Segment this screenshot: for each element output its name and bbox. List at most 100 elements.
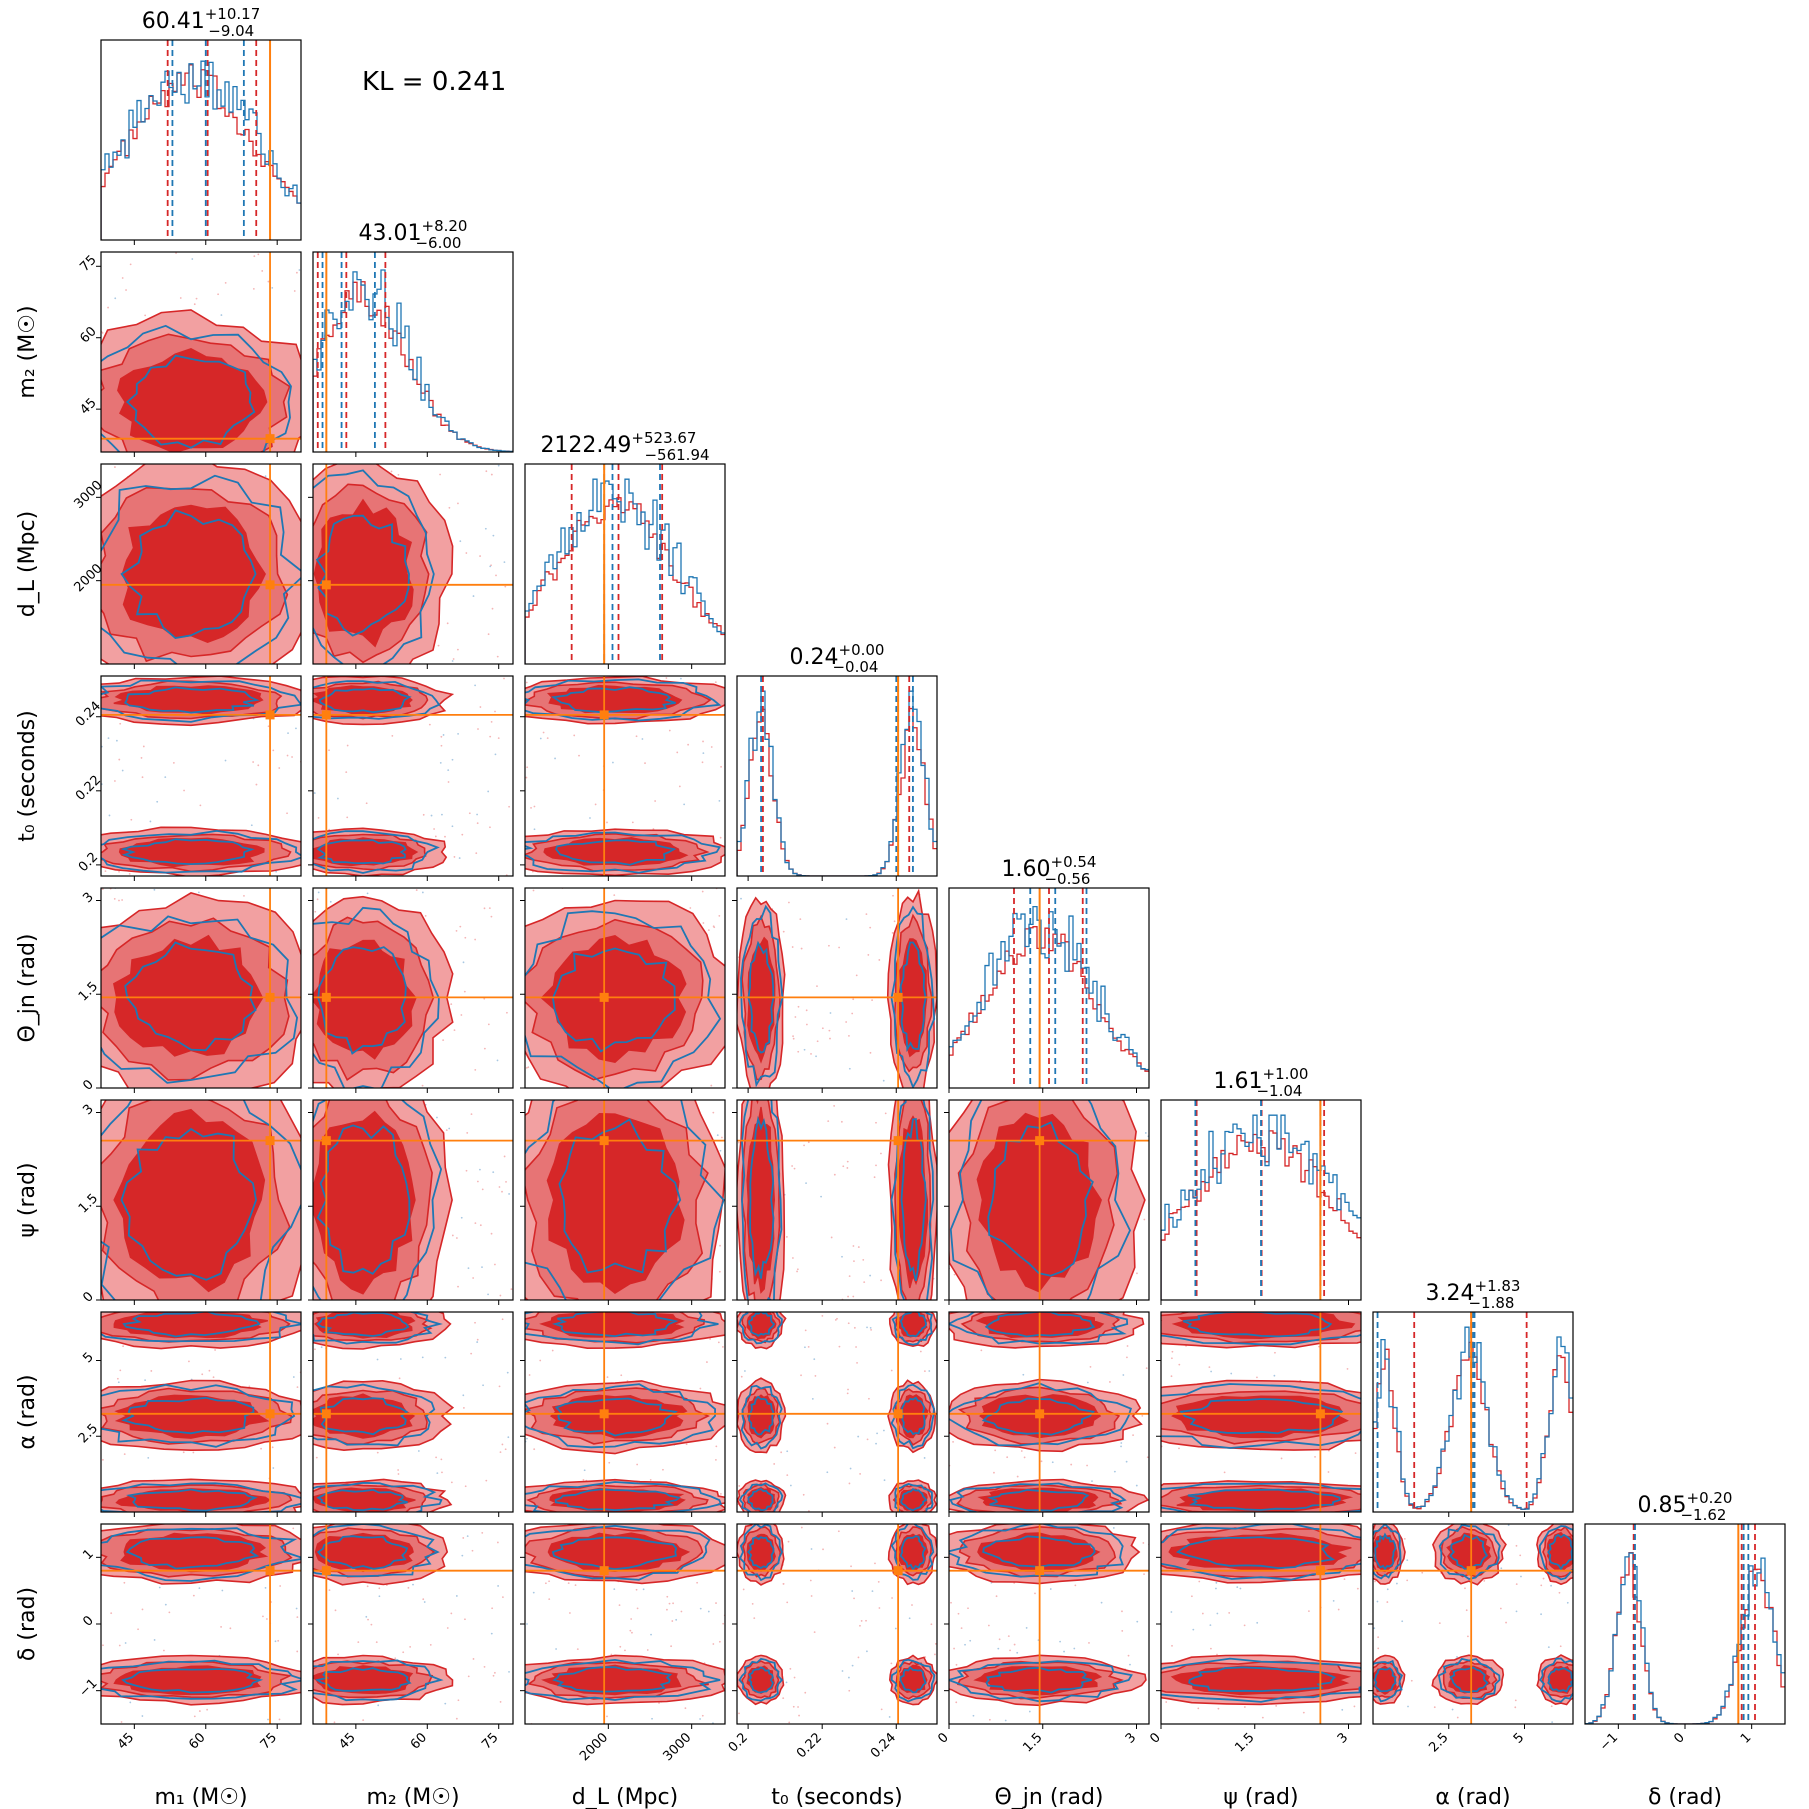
truth-marker-delta-thetajn [1035,1566,1045,1576]
y-tick-label-alpha: 2.5 [76,1421,101,1446]
truth-marker-psi-thetajn [1035,1136,1045,1146]
y-axis-label-delta: δ (rad) [15,1587,40,1661]
x-tick-label-alpha: 5 [1511,1730,1527,1746]
y-axis-label-t0: t₀ (seconds) [15,710,40,842]
x-axis-label-m1: m₁ (M☉) [154,1785,247,1809]
panel-frame [312,1099,514,1301]
x-tick-label-m1: 45 [115,1730,137,1752]
y-tick-label-t0: 0.24 [73,699,104,730]
panel-frame [312,1311,514,1513]
histogram-red-t0 [737,707,937,876]
x-tick-label-t0: 0.24 [868,1730,899,1761]
truth-marker-alpha-m1 [265,1409,275,1419]
x-tick-label-psi: 0 [1147,1730,1163,1746]
y-tick-label-psi: 1.5 [76,1191,101,1216]
histogram-blue-psi [1161,1114,1361,1300]
panel-frame [312,251,514,453]
truth-marker-m2-m1 [265,434,275,444]
title-dL: 2122.49+523.67 −561.94 [540,429,709,464]
truth-marker-delta-psi [1315,1566,1325,1576]
x-tick-label-delta: 1 [1738,1730,1754,1746]
y-tick-label-thetajn: 3 [80,890,96,906]
panel-frame [100,251,302,453]
truth-marker-alpha-t0 [893,1409,903,1419]
panel-thetajn-dL [520,887,726,1093]
x-tick-label-t0: 0.22 [794,1730,825,1761]
panel-delta-delta: 0.85+0.20 −1.62 −1 0 1 [1584,1489,1786,1754]
panel-frame [100,675,302,877]
histogram-blue-t0 [737,690,937,876]
panel-frame [312,463,514,665]
histogram-blue-dL [525,478,725,664]
kl-annotation: KL = 0.241 [362,67,506,97]
y-tick-label-psi: 0 [80,1289,96,1305]
y-tick-label-t0: 0.22 [73,773,104,804]
panel-t0-t0: 0.24+0.00 −0.04 [736,641,938,881]
x-tick-label-t0: 0.2 [726,1730,751,1755]
panel-frame [736,1311,938,1513]
title-m2: 43.01+8.20 −6.00 [359,217,468,252]
panel-alpha-m1: 2.55 [76,1311,302,1517]
panel-thetajn-t0 [732,887,938,1093]
panel-alpha-dL [520,1311,726,1517]
truth-marker-delta-m2 [321,1566,331,1576]
y-axis-label-thetajn: Θ_jn (rad) [15,933,40,1042]
x-axis-label-t0: t₀ (seconds) [771,1785,903,1809]
panel-psi-m1: 01.53 [76,1099,302,1306]
panel-delta-alpha: 2.5 5 [1368,1523,1574,1755]
title-delta: 0.85+0.20 −1.62 [1638,1489,1733,1524]
y-tick-label-m2: 60 [77,324,99,346]
panel-psi-dL [520,1099,726,1305]
panel-frame [524,675,726,877]
truth-marker-alpha-m2 [321,1409,331,1419]
panel-frame [100,887,302,1089]
y-axis-label-dL: d_L (Mpc) [15,511,40,617]
x-tick-label-thetajn: 3 [1123,1730,1139,1746]
panel-frame [524,1099,726,1301]
title-alpha: 3.24+1.83 −1.88 [1426,1277,1521,1312]
panel-delta-thetajn: 0 1.5 3 [935,1523,1150,1755]
x-tick-label-m1: 75 [258,1730,280,1752]
truth-marker-psi-dL [599,1136,609,1146]
panel-frame [948,887,1150,1089]
title-psi: 1.61+1.00 −1.04 [1214,1065,1309,1100]
truth-marker-delta-t0 [893,1566,903,1576]
panel-dL-m2 [308,463,514,669]
panel-frame [1160,1311,1362,1513]
panel-frame [736,675,938,877]
histogram-red-m1 [101,64,301,240]
truth-marker-delta-dL [599,1566,609,1576]
x-tick-label-dL: 2000 [577,1730,611,1764]
truth-marker-alpha-psi [1315,1409,1325,1419]
x-tick-label-delta: 0 [1671,1730,1687,1746]
panel-frame [736,1099,938,1301]
title-t0: 0.24+0.00 −0.04 [790,641,885,676]
x-tick-label-delta: −1 [1597,1730,1621,1754]
histogram-red-dL [525,497,725,664]
panel-frame [100,463,302,665]
y-tick-label-psi: 3 [80,1102,96,1118]
panel-frame [524,887,726,1089]
truth-marker-thetajn-m1 [265,992,275,1002]
x-axis-label-m2: m₂ (M☉) [366,1785,459,1809]
y-tick-label-m2: 45 [77,396,99,418]
panel-psi-m2 [308,1099,514,1305]
truth-marker-alpha-dL [599,1409,609,1419]
y-tick-label-delta: −1 [76,1676,100,1700]
histogram-blue-thetajn [949,905,1149,1088]
panel-t0-m2 [308,675,514,881]
panel-alpha-psi [1156,1311,1362,1517]
x-axis-label-thetajn: Θ_jn (rad) [994,1785,1103,1809]
histogram-blue-m1 [101,60,301,240]
panel-alpha-m2 [308,1311,514,1517]
panel-t0-m1: 0.2 0.22 0.24 [73,675,302,881]
x-tick-label-m1: 60 [186,1730,208,1752]
x-tick-label-thetajn: 0 [935,1730,951,1746]
y-axis-label-m2: m₂ (M☉) [15,305,40,398]
y-tick-label-thetajn: 0 [80,1077,96,1093]
y-axis-label-alpha: α (rad) [15,1374,40,1449]
truth-marker-psi-m2 [321,1136,331,1146]
panel-frame [524,1311,726,1513]
panel-frame [100,1311,302,1513]
